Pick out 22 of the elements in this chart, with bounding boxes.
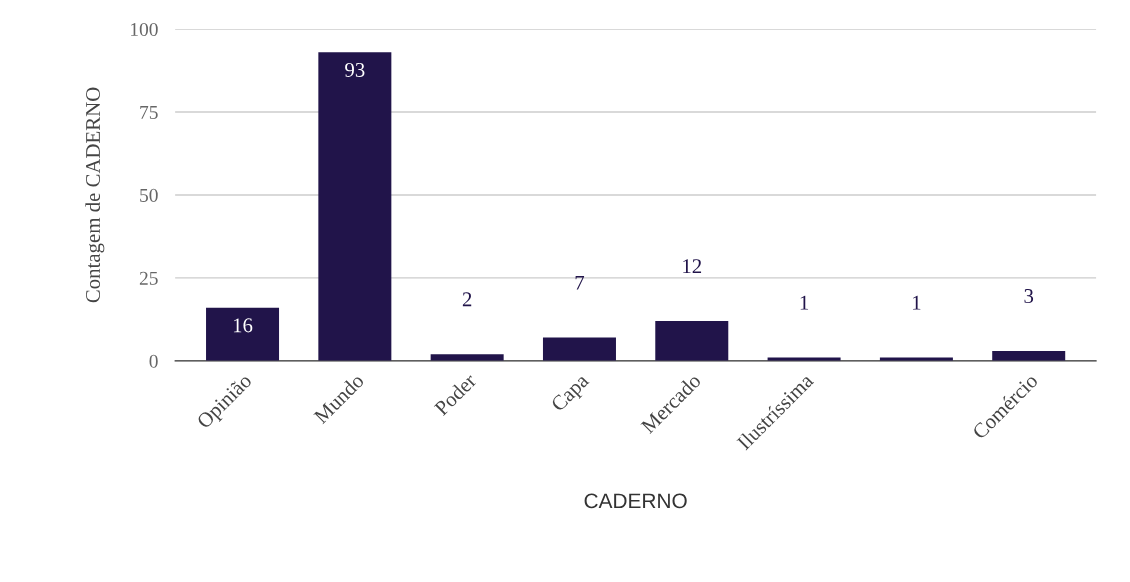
bar bbox=[655, 321, 729, 361]
data-label: 3 bbox=[1024, 289, 1034, 304]
y-tick-label: 75 bbox=[140, 106, 158, 119]
data-label: 1 bbox=[800, 295, 809, 310]
y-tick-label: 0 bbox=[149, 354, 158, 368]
data-label: 16 bbox=[233, 318, 253, 333]
bar bbox=[430, 354, 504, 361]
data-label: 1 bbox=[913, 295, 921, 310]
data-label: 2 bbox=[462, 292, 472, 307]
y-axis-title: Contagem de CADERNO bbox=[85, 87, 105, 303]
bar bbox=[318, 52, 392, 361]
data-label: 12 bbox=[683, 259, 702, 273]
y-tick-label: 100 bbox=[131, 22, 158, 37]
x-axis-title: CADERNO bbox=[584, 493, 687, 509]
y-tick-label: 50 bbox=[140, 188, 158, 202]
data-label: 93 bbox=[345, 62, 365, 77]
bar bbox=[992, 350, 1066, 361]
bar bbox=[206, 307, 280, 361]
y-tick-label: 25 bbox=[139, 271, 158, 285]
x-tick-label: Capa bbox=[550, 372, 593, 415]
bar bbox=[542, 337, 616, 361]
data-label: 7 bbox=[575, 275, 585, 290]
